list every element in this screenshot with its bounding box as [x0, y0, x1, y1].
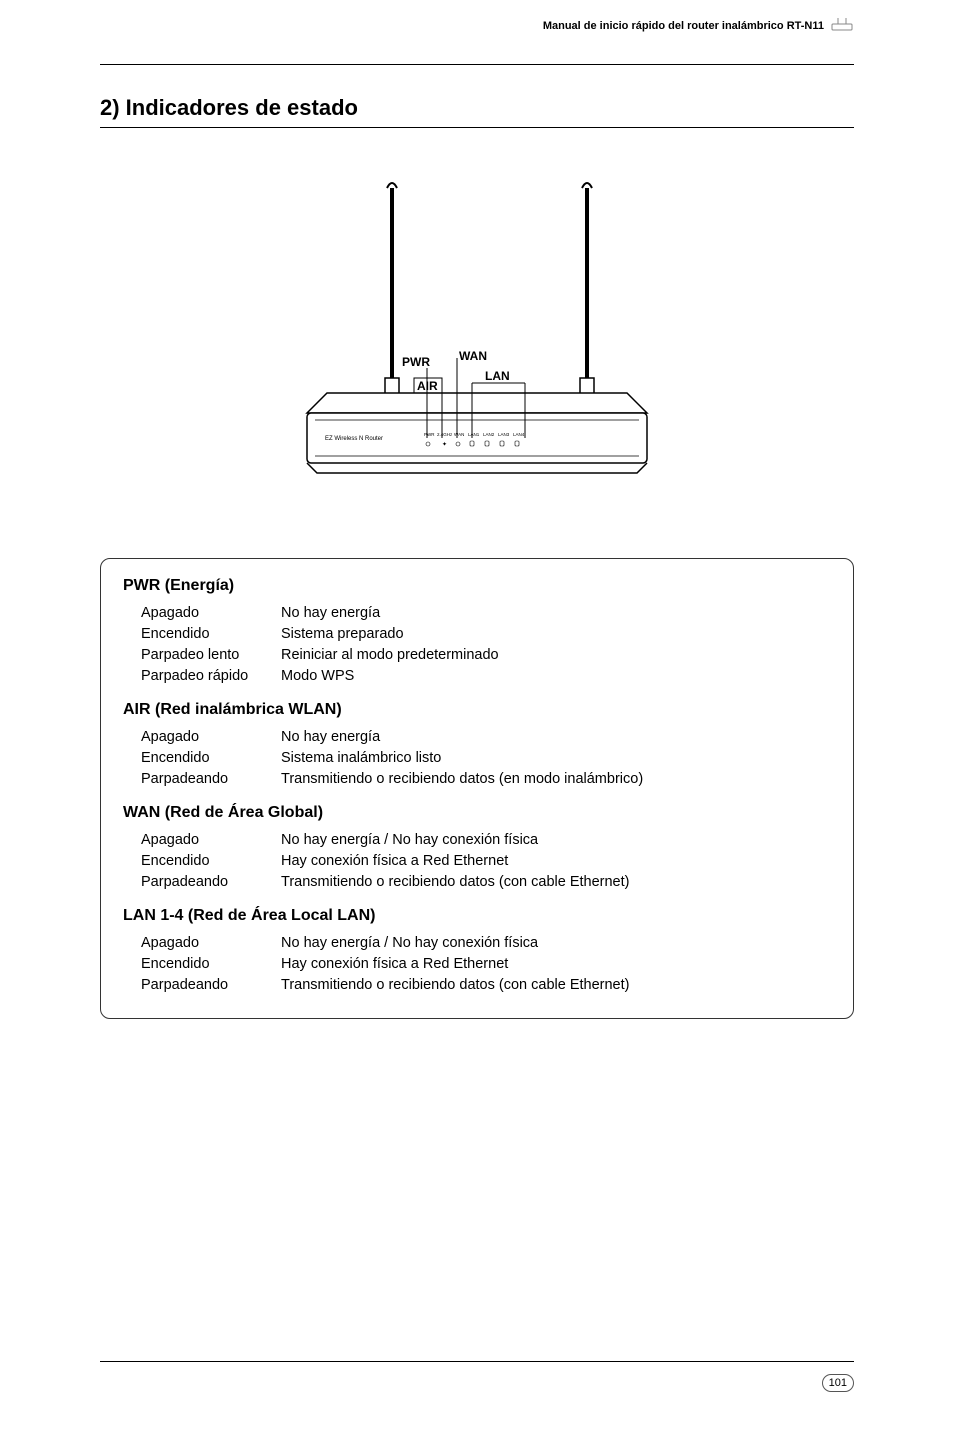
meaning-label: No hay energía [281, 727, 831, 748]
status-row: ApagadoNo hay energía [123, 727, 831, 748]
meaning-label: Transmitiendo o recibiendo datos (con ca… [281, 975, 831, 996]
status-row: EncendidoSistema inalámbrico listo [123, 748, 831, 769]
page-content: Manual de inicio rápido del router inalá… [0, 0, 954, 1019]
router-diagram: PWR AIR WAN LAN EZ Wireless N Router PWR… [100, 168, 854, 498]
svg-text:WAN: WAN [454, 432, 464, 437]
svg-text:LAN3: LAN3 [498, 432, 510, 437]
state-label: Apagado [141, 603, 281, 624]
meaning-label: Transmitiendo o recibiendo datos (con ca… [281, 872, 831, 893]
status-row: ParpadeandoTransmitiendo o recibiendo da… [123, 975, 831, 996]
status-info-box: PWR (Energía) ApagadoNo hay energía Ence… [100, 558, 854, 1019]
diagram-label-lan: LAN [485, 369, 510, 383]
state-label: Parpadeando [141, 769, 281, 790]
footer-rule [100, 1361, 854, 1362]
header-rule [100, 64, 854, 65]
header-text: Manual de inicio rápido del router inalá… [543, 20, 824, 32]
state-label: Encendido [141, 954, 281, 975]
state-label: Apagado [141, 933, 281, 954]
meaning-label: Reiniciar al modo predeterminado [281, 645, 831, 666]
state-label: Apagado [141, 727, 281, 748]
meaning-label: Sistema preparado [281, 624, 831, 645]
title-underline [100, 127, 854, 128]
svg-text:✦: ✦ [442, 441, 447, 448]
status-row: ApagadoNo hay energía [123, 603, 831, 624]
group-title: AIR (Red inalámbrica WLAN) [123, 701, 831, 719]
diagram-label-pwr: PWR [402, 355, 430, 369]
status-row: Parpadeo rápidoModo WPS [123, 666, 831, 687]
status-row: ParpadeandoTransmitiendo o recibiendo da… [123, 769, 831, 790]
meaning-label: Transmitiendo o recibiendo datos (en mod… [281, 769, 831, 790]
status-row: ApagadoNo hay energía / No hay conexión … [123, 830, 831, 851]
diagram-label-air: AIR [417, 379, 438, 393]
status-row: EncendidoHay conexión física a Red Ether… [123, 954, 831, 975]
state-label: Parpadeando [141, 975, 281, 996]
meaning-label: No hay energía [281, 603, 831, 624]
diagram-front-text: EZ Wireless N Router [325, 436, 383, 442]
diagram-label-wan: WAN [459, 349, 487, 363]
status-row: ParpadeandoTransmitiendo o recibiendo da… [123, 872, 831, 893]
section-title: 2) Indicadores de estado [100, 95, 854, 121]
header-icon [830, 16, 854, 32]
state-label: Apagado [141, 830, 281, 851]
svg-text:PWR: PWR [424, 432, 435, 437]
meaning-label: Sistema inalámbrico listo [281, 748, 831, 769]
group-title: LAN 1-4 (Red de Área Local LAN) [123, 907, 831, 925]
status-row: Parpadeo lentoReiniciar al modo predeter… [123, 645, 831, 666]
state-label: Encendido [141, 851, 281, 872]
status-row: EncendidoHay conexión física a Red Ether… [123, 851, 831, 872]
state-label: Parpadeo rápido [141, 666, 281, 687]
group-title: WAN (Red de Área Global) [123, 804, 831, 822]
meaning-label: No hay energía / No hay conexión física [281, 933, 831, 954]
state-label: Encendido [141, 748, 281, 769]
meaning-label: Modo WPS [281, 666, 831, 687]
svg-text:LAN1: LAN1 [468, 432, 480, 437]
state-label: Parpadeo lento [141, 645, 281, 666]
page-number: 101 [822, 1374, 854, 1392]
meaning-label: No hay energía / No hay conexión física [281, 830, 831, 851]
meaning-label: Hay conexión física a Red Ethernet [281, 954, 831, 975]
state-label: Encendido [141, 624, 281, 645]
svg-text:LAN2: LAN2 [483, 432, 495, 437]
state-label: Parpadeando [141, 872, 281, 893]
group-title: PWR (Energía) [123, 577, 831, 595]
status-row: ApagadoNo hay energía / No hay conexión … [123, 933, 831, 954]
status-row: EncendidoSistema preparado [123, 624, 831, 645]
meaning-label: Hay conexión física a Red Ethernet [281, 851, 831, 872]
svg-text:LAN4: LAN4 [513, 432, 525, 437]
svg-text:2.4GHz: 2.4GHz [437, 432, 453, 437]
